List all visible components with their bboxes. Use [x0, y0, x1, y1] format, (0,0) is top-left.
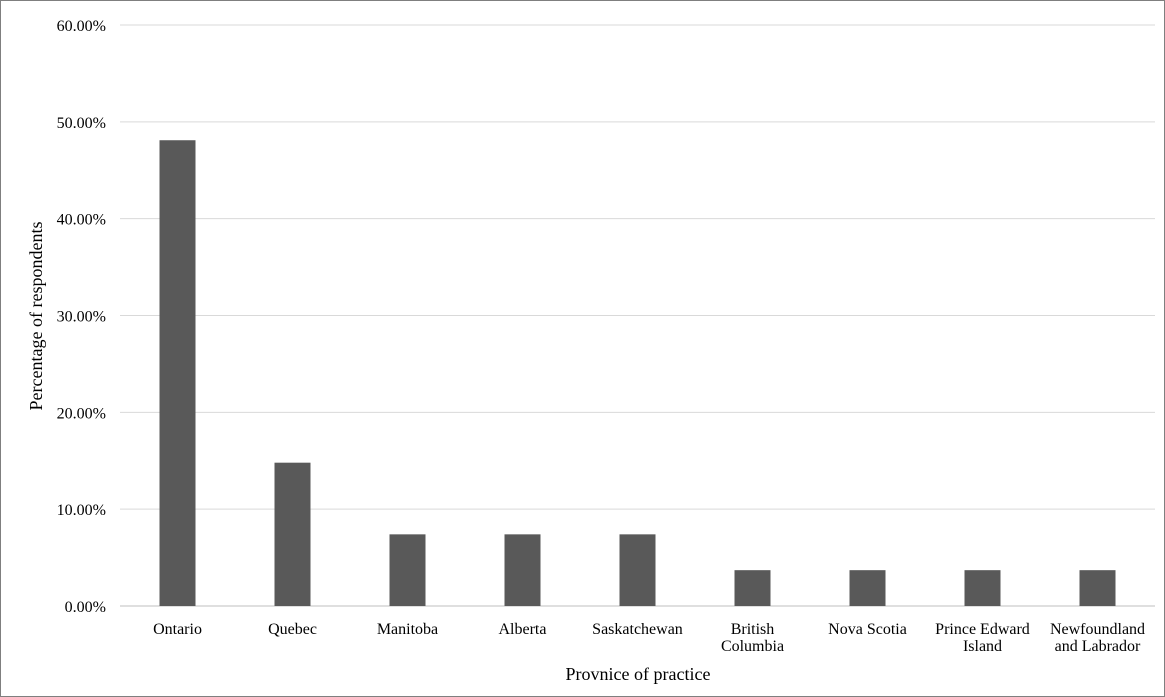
y-tick-label: 20.00%: [57, 405, 106, 422]
x-axis-title: Provnice of practice: [566, 664, 711, 684]
x-tick-label: Newfoundland and Labrador: [1050, 621, 1145, 655]
x-tick-label: Quebec: [268, 621, 317, 638]
bar: [389, 534, 426, 606]
x-tick-label: Manitoba: [377, 621, 438, 638]
y-tick-label: 10.00%: [57, 502, 106, 519]
y-axis-title: Percentage of respondents: [26, 222, 46, 411]
y-tick-label: 60.00%: [57, 18, 106, 35]
bar: [734, 570, 771, 606]
bar: [849, 570, 886, 606]
bar: [1079, 570, 1116, 606]
x-tick-label: Alberta: [499, 621, 547, 638]
bar: [619, 534, 656, 606]
x-tick-labels: Ontario Quebec Manitoba Alberta Saskatchewan…: [153, 621, 1145, 655]
bar: [159, 140, 196, 606]
bar: [274, 462, 311, 606]
x-tick-label: Prince Edward Island: [935, 621, 1030, 655]
y-tick-label: 30.00%: [57, 309, 106, 326]
y-tick-label: 50.00%: [57, 115, 106, 132]
y-tick-label: 0.00%: [65, 599, 106, 616]
x-tick-label: British Columbia: [721, 621, 784, 655]
x-tick-label: Nova Scotia: [828, 621, 907, 638]
y-tick-labels: 0.00% 10.00% 20.00% 30.00% 40.00% 50.00% 60.00…: [57, 18, 106, 616]
x-tick-label: Ontario: [153, 621, 202, 638]
bar: [504, 534, 541, 606]
bar: [964, 570, 1001, 606]
x-tick-label: Saskatchewan: [592, 621, 683, 638]
y-tick-label: 40.00%: [57, 212, 106, 229]
bars: [159, 140, 1116, 606]
